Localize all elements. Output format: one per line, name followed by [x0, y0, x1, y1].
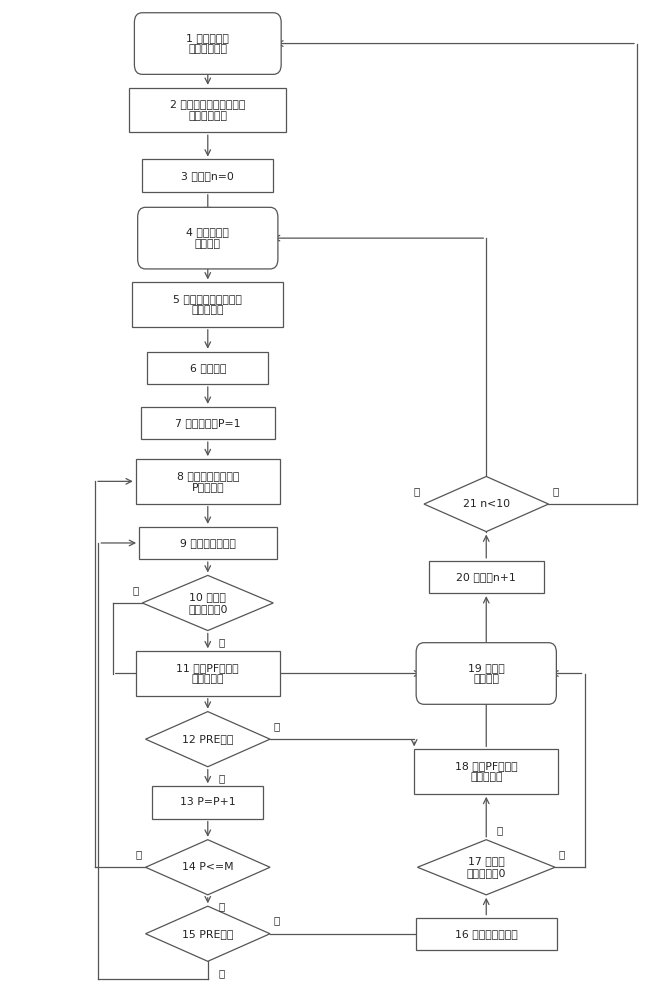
Text: 17 待调度
业务流数为0: 17 待调度 业务流数为0: [467, 856, 506, 878]
Polygon shape: [145, 840, 270, 895]
Text: 9 选择实时业务流: 9 选择实时业务流: [180, 538, 236, 548]
Text: 20 子帧数n+1: 20 子帧数n+1: [457, 572, 516, 582]
Polygon shape: [142, 575, 273, 631]
Text: 否: 否: [497, 825, 503, 835]
Text: 否: 否: [553, 486, 559, 496]
Text: 18 使用PF算法进
行资源分配: 18 使用PF算法进 行资源分配: [455, 761, 518, 782]
Bar: [136, 459, 280, 504]
Bar: [147, 352, 268, 384]
Text: 3 子帧数n=0: 3 子帧数n=0: [182, 171, 234, 181]
Bar: [139, 527, 276, 559]
Bar: [142, 159, 273, 192]
Bar: [129, 88, 286, 132]
Text: 12 PRE剩余: 12 PRE剩余: [182, 734, 234, 744]
Bar: [429, 561, 544, 593]
Text: 否: 否: [274, 721, 280, 731]
Text: 11 使用PF算法进
行资源分配: 11 使用PF算法进 行资源分配: [176, 663, 239, 684]
Bar: [152, 786, 263, 819]
Polygon shape: [145, 906, 270, 961]
FancyBboxPatch shape: [134, 13, 281, 74]
FancyBboxPatch shape: [416, 643, 557, 704]
Text: 21 n<10: 21 n<10: [463, 499, 510, 509]
FancyBboxPatch shape: [138, 207, 278, 269]
Polygon shape: [145, 712, 270, 767]
Bar: [141, 407, 275, 439]
Text: 16 选择非实时业务: 16 选择非实时业务: [455, 929, 518, 939]
Bar: [416, 918, 557, 950]
Text: 是: 是: [136, 849, 141, 859]
Text: 19 本子帧
调度结束: 19 本子帧 调度结束: [468, 663, 505, 684]
Polygon shape: [424, 476, 549, 532]
Polygon shape: [417, 840, 555, 895]
Text: 是: 是: [414, 486, 420, 496]
Text: 否: 否: [218, 637, 224, 647]
Text: 是: 是: [559, 849, 565, 859]
Text: 1 开始下一个
无线帧的调度: 1 开始下一个 无线帧的调度: [186, 33, 229, 54]
Text: 8 选择用户优先级头
P的业务流: 8 选择用户优先级头 P的业务流: [176, 471, 239, 492]
Bar: [414, 749, 559, 794]
Text: 14 P<=M: 14 P<=M: [182, 862, 234, 872]
Text: 6 检测丢包: 6 检测丢包: [190, 363, 226, 373]
Bar: [136, 651, 280, 696]
Text: 7 用户优先级P=1: 7 用户优先级P=1: [175, 418, 241, 428]
Text: 5 更新业务流的传输量
和平均速率: 5 更新业务流的传输量 和平均速率: [173, 294, 242, 315]
Text: 是: 是: [132, 585, 138, 595]
Text: 2 估计当前帧实时业务流
的数据传输量: 2 估计当前帧实时业务流 的数据传输量: [170, 99, 245, 121]
Text: 是: 是: [218, 773, 224, 783]
Text: 15 PRE剩余: 15 PRE剩余: [182, 929, 234, 939]
Text: 4 开始下一个
子帧调度: 4 开始下一个 子帧调度: [186, 227, 229, 249]
Text: 13 P=P+1: 13 P=P+1: [180, 797, 236, 807]
Bar: [132, 282, 283, 327]
Text: 10 待调度
业务流数为0: 10 待调度 业务流数为0: [188, 592, 228, 614]
Text: 是: 是: [218, 968, 224, 978]
Text: 否: 否: [274, 916, 280, 926]
Text: 否: 否: [218, 901, 224, 911]
